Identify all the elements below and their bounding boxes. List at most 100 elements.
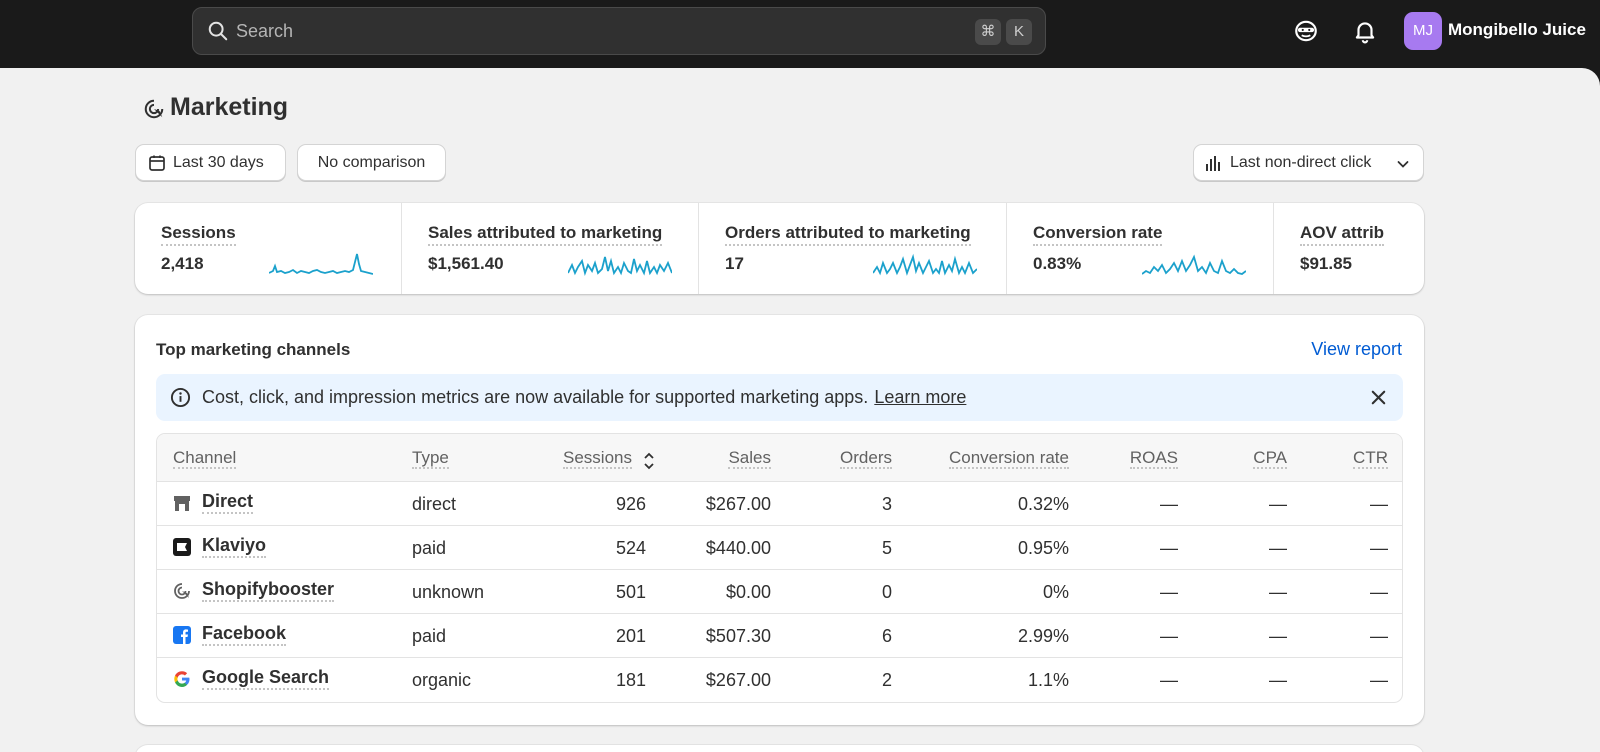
channel-type: unknown <box>412 582 485 602</box>
sales-value: $507.30 <box>705 626 771 646</box>
store-name[interactable]: Mongibello Juice <box>1448 20 1586 39</box>
banner-text: Cost, click, and impression metrics are … <box>202 387 967 407</box>
column-header-type[interactable]: Type <box>412 448 449 469</box>
sparkline <box>1142 254 1246 275</box>
close-icon[interactable] <box>1368 387 1389 408</box>
channel-type: organic <box>412 670 472 690</box>
date-range-label: Last 30 days <box>173 154 264 171</box>
roas-value: — <box>1160 626 1178 646</box>
channel-name[interactable]: Google Search <box>202 667 330 690</box>
cpa-value: — <box>1269 626 1287 646</box>
ctr-value: — <box>1370 670 1388 690</box>
store-icon <box>174 496 190 511</box>
metric-value: 2,418 <box>161 254 204 273</box>
sessions-value: 524 <box>615 538 646 558</box>
ctr-value: — <box>1370 494 1388 514</box>
orders-value: 6 <box>881 626 892 646</box>
info-icon <box>170 387 191 408</box>
sales-value: $267.00 <box>705 670 771 690</box>
metric-value: 17 <box>725 254 744 273</box>
marketing-target-icon <box>144 99 164 119</box>
shortcut-cmd-key: ⌘ <box>975 19 1001 45</box>
top-marketing-channels-card: Top marketing channels View report Cost,… <box>135 315 1424 725</box>
metric-aov[interactable]: AOV attrib $91.85 <box>1274 203 1424 294</box>
search-placeholder: Search <box>236 21 294 41</box>
sidekick-icon[interactable] <box>1293 18 1319 44</box>
chevron-down-icon <box>1397 161 1409 168</box>
cpa-value: — <box>1269 494 1287 514</box>
column-header-cpa[interactable]: CPA <box>1253 448 1287 469</box>
table-header: Channel Type Sessions Sales Orders Conve… <box>157 434 1402 482</box>
roas-value: — <box>1160 494 1178 514</box>
sparkline <box>873 253 977 276</box>
metric-sales[interactable]: Sales attributed to marketing $1,561.40 <box>402 203 699 294</box>
channels-table: Channel Type Sessions Sales Orders Conve… <box>156 433 1403 703</box>
metric-sessions[interactable]: Sessions 2,418 <box>135 203 402 294</box>
sparkline <box>568 256 672 277</box>
sparkline <box>269 253 373 275</box>
column-header-sales[interactable]: Sales <box>728 448 771 469</box>
metric-conversion-rate[interactable]: Conversion rate 0.83% <box>1007 203 1274 294</box>
bell-icon[interactable] <box>1352 18 1378 44</box>
channel-name[interactable]: Facebook <box>202 623 287 646</box>
conversion-value: 2.99% <box>1017 626 1069 646</box>
calendar-icon <box>149 155 165 171</box>
metric-label: Orders attributed to marketing <box>725 223 971 246</box>
column-header-sessions[interactable]: Sessions <box>563 448 632 469</box>
facebook-icon <box>173 626 191 644</box>
comparison-button[interactable]: No comparison <box>297 144 446 181</box>
sort-icon[interactable] <box>643 452 655 470</box>
cpa-value: — <box>1269 582 1287 602</box>
channel-type: direct <box>412 494 457 514</box>
avatar[interactable]: MJ <box>1404 12 1442 50</box>
channel-name[interactable]: Klaviyo <box>202 535 267 558</box>
sales-value: $440.00 <box>705 538 771 558</box>
column-header-ctr[interactable]: CTR <box>1353 448 1388 469</box>
learn-more-link[interactable]: Learn more <box>874 387 967 407</box>
metric-label: AOV attrib <box>1300 223 1384 246</box>
ctr-value: — <box>1370 582 1388 602</box>
bar-chart-icon <box>1206 156 1220 171</box>
table-row[interactable]: Google Search organic 181 $267.00 2 1.1%… <box>157 658 1402 702</box>
column-header-conversion-rate[interactable]: Conversion rate <box>948 448 1069 469</box>
info-banner: Cost, click, and impression metrics are … <box>156 374 1403 421</box>
channel-type: paid <box>412 626 447 646</box>
ctr-value: — <box>1370 538 1388 558</box>
search-bar[interactable]: Search ⌘ K <box>192 7 1046 55</box>
column-header-channel[interactable]: Channel <box>173 448 237 469</box>
metrics-strip: Sessions 2,418 Sales attributed to marke… <box>135 203 1424 294</box>
sales-value: $0.00 <box>725 582 771 602</box>
top-bar: Search ⌘ K MJ Mongibello Juice <box>0 0 1600 68</box>
view-report-link[interactable]: View report <box>1311 339 1402 359</box>
search-icon <box>208 21 228 41</box>
page-title: Marketing <box>170 93 289 121</box>
date-range-button[interactable]: Last 30 days <box>135 144 286 181</box>
sessions-value: 926 <box>615 494 646 514</box>
channel-name[interactable]: Shopifybooster <box>202 579 335 602</box>
metric-orders[interactable]: Orders attributed to marketing 17 <box>699 203 1007 294</box>
table-row[interactable]: Shopifybooster unknown 501 $0.00 0 0% — … <box>157 570 1402 614</box>
roas-value: — <box>1160 538 1178 558</box>
column-header-roas[interactable]: ROAS <box>1129 448 1178 469</box>
shortcut-k-key: K <box>1006 19 1032 45</box>
table-row[interactable]: Facebook paid 201 $507.30 6 2.99% — — — <box>157 614 1402 658</box>
conversion-value: 0.32% <box>1017 494 1069 514</box>
table-row[interactable]: Direct direct 926 $267.00 3 0.32% — — — <box>157 482 1402 526</box>
metric-label: Sales attributed to marketing <box>428 223 663 246</box>
roas-value: — <box>1160 582 1178 602</box>
card-title: Top marketing channels <box>156 340 351 359</box>
klaviyo-icon <box>173 538 191 556</box>
column-header-orders[interactable]: Orders <box>840 448 892 469</box>
orders-value: 2 <box>881 670 892 690</box>
sessions-value: 201 <box>615 626 646 646</box>
next-card <box>135 745 1424 752</box>
table-row[interactable]: Klaviyo paid 524 $440.00 5 0.95% — — — <box>157 526 1402 570</box>
sales-value: $267.00 <box>705 494 771 514</box>
channel-name[interactable]: Direct <box>202 491 254 514</box>
roas-value: — <box>1160 670 1178 690</box>
ctr-value: — <box>1370 626 1388 646</box>
attribution-model-button[interactable]: Last non-direct click <box>1193 144 1424 181</box>
orders-value: 0 <box>881 582 892 602</box>
metric-value: $91.85 <box>1300 254 1352 273</box>
channel-type: paid <box>412 538 447 558</box>
